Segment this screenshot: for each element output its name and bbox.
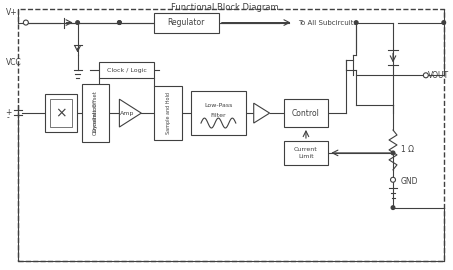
Text: Dynamic Offset: Dynamic Offset [93,91,98,131]
Text: Regulator: Regulator [167,18,205,27]
Circle shape [354,21,358,24]
FancyBboxPatch shape [191,91,246,135]
Text: Limit: Limit [298,154,314,159]
Text: ×: × [55,106,67,120]
Text: V+: V+ [6,8,18,17]
FancyBboxPatch shape [82,84,110,142]
Text: VOUT: VOUT [428,71,449,80]
Circle shape [118,21,121,24]
Text: Clock / Logic: Clock / Logic [107,68,147,73]
FancyBboxPatch shape [100,62,154,78]
Circle shape [442,21,446,24]
Text: Filter: Filter [211,113,226,118]
Text: Low-Pass: Low-Pass [204,103,232,108]
Circle shape [24,20,29,25]
Circle shape [390,177,395,182]
Text: GND: GND [401,177,419,186]
FancyBboxPatch shape [154,13,219,32]
FancyBboxPatch shape [45,94,77,132]
Text: VCC: VCC [6,58,22,67]
Text: Cancellation: Cancellation [93,103,98,136]
Circle shape [118,21,121,24]
Polygon shape [254,103,270,123]
Text: Control: Control [292,109,320,118]
Circle shape [391,151,395,155]
FancyBboxPatch shape [154,86,182,140]
Text: +: + [5,108,11,117]
Circle shape [424,73,429,78]
Text: 1 Ω: 1 Ω [401,146,414,154]
Text: Current: Current [294,147,318,153]
FancyBboxPatch shape [284,99,328,127]
Circle shape [76,21,79,24]
Polygon shape [120,99,141,127]
Circle shape [391,206,395,210]
Text: To All Subcircuits: To All Subcircuits [299,19,357,26]
Text: Functional Block Diagram: Functional Block Diagram [171,3,279,12]
Text: Sample and Hold: Sample and Hold [166,92,171,134]
Text: Amp: Amp [120,111,135,116]
Text: -: - [7,114,10,123]
FancyBboxPatch shape [284,141,328,165]
